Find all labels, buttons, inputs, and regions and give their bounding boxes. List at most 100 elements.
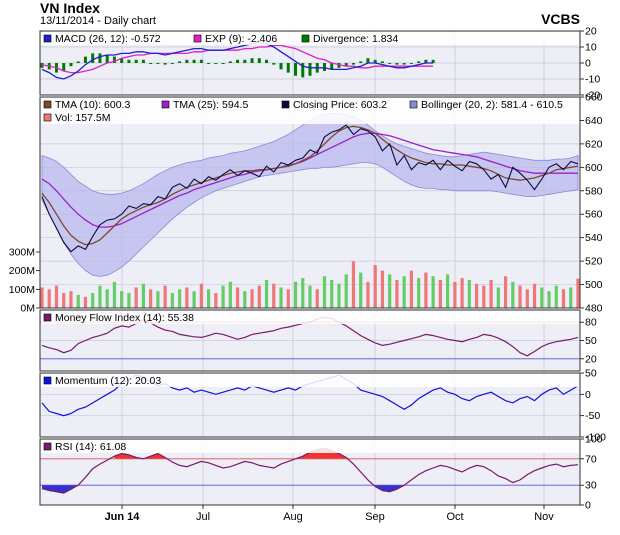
volume-bar [467, 280, 471, 308]
vol-tick-label: 0M [20, 303, 35, 315]
divergence-bar [431, 59, 435, 63]
divergence-bar [337, 63, 341, 68]
y-tick-label: 520 [585, 256, 603, 268]
volume-bar [547, 291, 551, 308]
volume-bar [344, 274, 348, 308]
rsi-panel: 100 70 30 0 RSI (14): 61.08 [39, 434, 603, 512]
divergence-bar [207, 63, 211, 64]
oversold-fill [42, 485, 79, 494]
volume-bar [460, 278, 464, 308]
x-tick-label: Jul [196, 511, 210, 523]
volume-bar [561, 289, 566, 308]
volume-bar [69, 291, 73, 308]
x-tick-label: Oct [446, 511, 463, 523]
y-tick-label: 20 [585, 26, 597, 38]
divergence-bar [40, 63, 44, 68]
legend-item-swatch [161, 100, 170, 109]
volume-bar [105, 289, 109, 308]
volume-bar [474, 283, 479, 308]
divergence-bar [402, 63, 406, 65]
divergence-bar [359, 61, 363, 63]
volume-bar [91, 293, 95, 308]
vol-tick-label: 100M [9, 284, 35, 296]
volume-bar [264, 280, 269, 308]
macd-panel: 20 10 0 -10 -20 MACD (26, 12): -0.572 EXP (9):… [39, 26, 600, 102]
volume-bar [98, 285, 102, 308]
panel-border [39, 438, 581, 506]
y-tick-label: 20 [585, 353, 597, 365]
volume-bar [286, 289, 290, 308]
divergence-bar [134, 59, 138, 63]
volume-bar [532, 283, 537, 308]
volume-bar [120, 291, 124, 308]
y-tick-label: 560 [585, 209, 603, 221]
divergence-bar [243, 59, 247, 63]
exp-line [41, 44, 434, 74]
y-tick-label: 540 [585, 232, 603, 244]
divergence-bar [199, 59, 203, 63]
panel-border [39, 372, 581, 438]
legend-item-label: TMA (10): 600.3 [55, 99, 130, 111]
volume-bar [54, 285, 59, 308]
overbought-fill [295, 448, 347, 459]
price-panel: 660 640 620 600 580 560 540 520 500 480 300M 200M 10… [9, 92, 603, 315]
divergence-bar [344, 63, 348, 67]
tma10-line [41, 125, 579, 246]
volume-bar [388, 274, 392, 308]
x-tick-label: Jun 14 [105, 511, 141, 523]
volume-bar [163, 285, 167, 308]
volume-bar [569, 287, 573, 308]
volume-bar [127, 293, 131, 308]
volume-bar [40, 287, 44, 308]
y-tick-label: 0 [585, 58, 591, 70]
volume-bar [141, 283, 146, 308]
divergence-bar [149, 63, 153, 64]
volume-bar [112, 281, 117, 308]
volume-bar [83, 296, 88, 308]
volume-bar [235, 287, 240, 308]
legend-box [41, 440, 579, 453]
divergence-bar [91, 53, 95, 63]
volume-bar [149, 289, 153, 308]
volume-bar [279, 287, 283, 308]
volume-bar [395, 280, 399, 308]
y-tick-label: 620 [585, 138, 603, 150]
y-tick-label: -50 [585, 410, 600, 422]
volume-bar [308, 285, 312, 308]
y-tick-label: -10 [585, 74, 600, 86]
tma25-line [41, 132, 578, 228]
volume-bar [156, 291, 160, 308]
divergence-bar [286, 63, 290, 73]
divergence-bar [366, 58, 370, 63]
volume-bar [76, 294, 80, 308]
x-tick-label: Sep [365, 511, 385, 523]
divergence-bar [236, 59, 240, 63]
volume-bar [250, 289, 254, 308]
volume-bar [293, 281, 298, 308]
volume-bar [47, 289, 51, 308]
volume-bar [482, 285, 486, 308]
divergence-bar [170, 63, 174, 64]
legend-box [41, 311, 579, 324]
panel-border [39, 309, 581, 372]
volume-bar [178, 289, 182, 308]
volume-bar [438, 280, 442, 308]
legend-item-swatch [43, 100, 52, 109]
divergence-bar [322, 63, 326, 71]
volume-bar [272, 283, 276, 308]
divergence-bar [351, 63, 355, 65]
divergence-bar [294, 63, 298, 76]
y-tick-label: 580 [585, 185, 603, 197]
divergence-bar [265, 59, 269, 63]
legend-item-label: TMA (25): 594.5 [173, 99, 248, 111]
legend-box [41, 98, 579, 124]
volume-bar [214, 293, 218, 308]
panel-border [39, 96, 581, 309]
volume-bar [496, 287, 500, 308]
volume-bar [257, 285, 261, 308]
legend-item-label: Momentum (12): 20.03 [55, 375, 161, 387]
divergence-bar [214, 63, 218, 64]
volume-bar [402, 276, 406, 308]
y-tick-label: -100 [585, 432, 606, 444]
volume-bar [489, 280, 493, 308]
